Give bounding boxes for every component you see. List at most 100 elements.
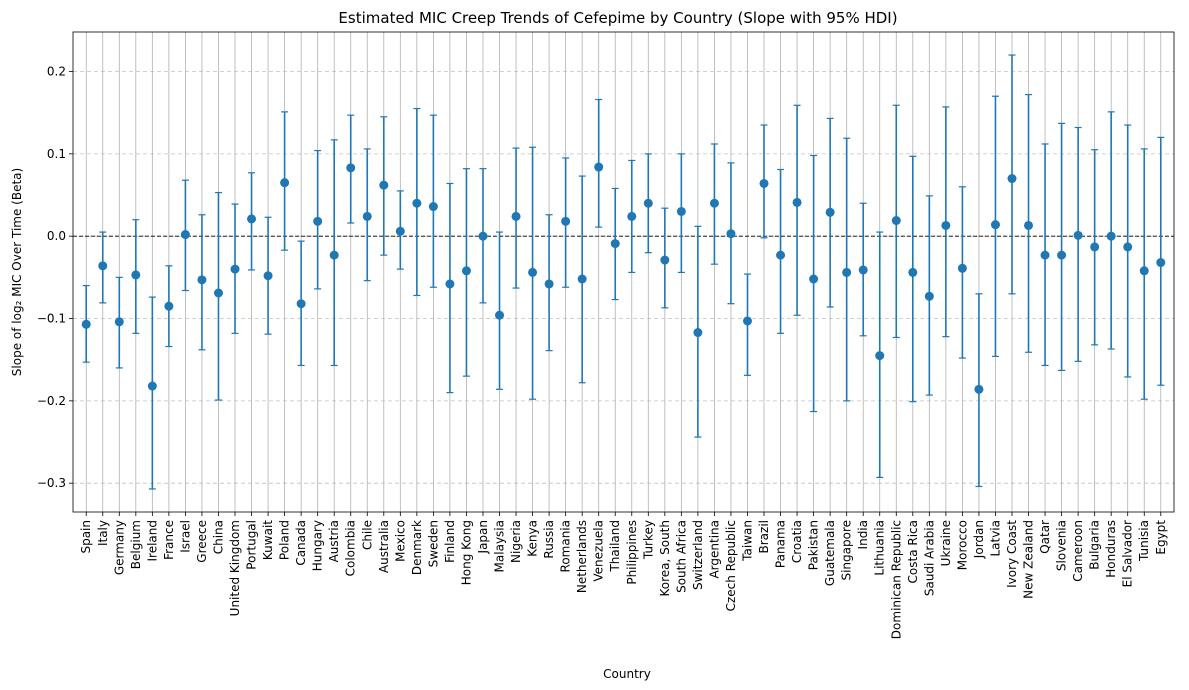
data-point-group — [1139, 148, 1149, 400]
data-point-group — [776, 168, 786, 334]
x-tick-label: Finland — [443, 520, 457, 563]
data-point — [131, 270, 141, 280]
data-point-group — [957, 186, 967, 359]
x-tick-label: Philippines — [625, 520, 639, 585]
data-point — [660, 255, 670, 265]
data-point-group — [676, 153, 686, 274]
plot-frame — [72, 31, 1175, 513]
data-point — [213, 288, 223, 298]
y-tick-label: −0.3 — [37, 476, 66, 490]
x-tick-label: Korea, South — [658, 520, 672, 597]
x-tick-label: Italy — [96, 520, 110, 546]
data-point — [759, 178, 769, 188]
x-tick-label: Honduras — [1104, 520, 1118, 578]
data-point-group — [412, 107, 422, 297]
data-point-group — [1073, 126, 1083, 362]
x-tick-label: Israel — [178, 520, 192, 553]
data-point-group — [693, 225, 703, 438]
x-tick-label: Czech Republic — [724, 520, 738, 611]
data-point-group — [362, 148, 372, 282]
data-point-group — [1156, 136, 1166, 386]
x-tick-label: United Kingdom — [228, 520, 242, 616]
data-point-group — [924, 195, 934, 396]
data-point — [180, 230, 190, 240]
x-tick-label: Singapore — [840, 520, 854, 581]
data-point — [1073, 230, 1083, 240]
data-point — [858, 265, 868, 275]
x-tick-label: Bulgaria — [1088, 520, 1102, 570]
data-point-group — [230, 203, 240, 334]
data-point — [98, 261, 108, 271]
x-tick-label: Hong Kong — [459, 520, 473, 585]
data-point — [875, 351, 885, 361]
data-point-group — [81, 284, 91, 363]
series — [73, 54, 1174, 490]
data-point — [1090, 242, 1100, 252]
data-point-group — [726, 162, 736, 305]
x-tick-label: France — [162, 520, 176, 560]
x-tick-label: Slovenia — [1055, 520, 1069, 571]
x-tick-label: Greece — [195, 520, 209, 563]
x-tick-label: Turkey — [641, 520, 655, 560]
data-point — [114, 317, 124, 327]
x-tick-label: Panama — [774, 520, 788, 568]
data-point-group — [263, 216, 273, 335]
data-point — [1040, 250, 1050, 260]
data-point-group — [875, 231, 885, 479]
x-tick-label: Nigeria — [509, 520, 523, 563]
data-point — [643, 198, 653, 208]
data-point — [1106, 231, 1116, 241]
data-point — [197, 275, 207, 285]
x-tick-label: Japan — [476, 520, 490, 554]
data-point-group — [627, 159, 637, 274]
x-tick-label: Taiwan — [740, 520, 754, 562]
x-tick-label: Argentina — [707, 520, 721, 579]
x-tick-label: Spain — [79, 520, 93, 554]
data-point — [362, 211, 372, 221]
data-point — [478, 231, 488, 241]
data-point — [1024, 220, 1034, 230]
data-point — [676, 206, 686, 216]
data-point-group — [511, 147, 521, 289]
x-tick-label: Chile — [360, 520, 374, 550]
data-point — [461, 266, 471, 276]
x-tick-label: Lithuania — [873, 520, 887, 576]
x-tick-label: Portugal — [245, 520, 259, 570]
data-point-group — [296, 240, 306, 367]
y-tick-label: −0.2 — [37, 394, 66, 408]
data-point — [1007, 174, 1017, 184]
data-point — [594, 162, 604, 172]
y-tick-label: 0.1 — [47, 147, 66, 161]
data-point — [825, 207, 835, 217]
x-tick-label: Hungary — [311, 520, 325, 571]
x-tick-label: Australia — [377, 520, 391, 573]
data-point-group — [445, 182, 455, 394]
data-point — [709, 198, 719, 208]
data-point-group — [1106, 111, 1116, 350]
x-tick-label: Brazil — [757, 520, 771, 554]
data-point-group — [858, 202, 868, 337]
data-point-group — [990, 95, 1000, 357]
data-point — [346, 163, 356, 173]
data-point-group — [891, 104, 901, 339]
x-tick-label: India — [856, 520, 870, 549]
x-tick-label: Egypt — [1154, 520, 1168, 555]
data-point — [610, 239, 620, 249]
data-point-group — [213, 191, 223, 401]
data-point-group — [395, 190, 405, 270]
x-tick-label: Jordan — [972, 520, 986, 559]
data-point-group — [660, 207, 670, 309]
data-point-group — [1090, 149, 1100, 346]
x-tick-label: Ireland — [145, 520, 159, 562]
x-tick-label: El Salvador — [1121, 520, 1135, 587]
y-axis: −0.3 −0.2 −0.1 0.0 0.1 0.2 — [37, 65, 73, 490]
x-tick-label: China — [211, 520, 225, 554]
data-point-group — [131, 219, 141, 334]
data-point — [577, 274, 587, 284]
x-tick-label: Ukraine — [939, 520, 953, 566]
x-tick-label: Tunisia — [1137, 520, 1151, 562]
data-point — [693, 328, 703, 338]
data-point — [990, 220, 1000, 230]
